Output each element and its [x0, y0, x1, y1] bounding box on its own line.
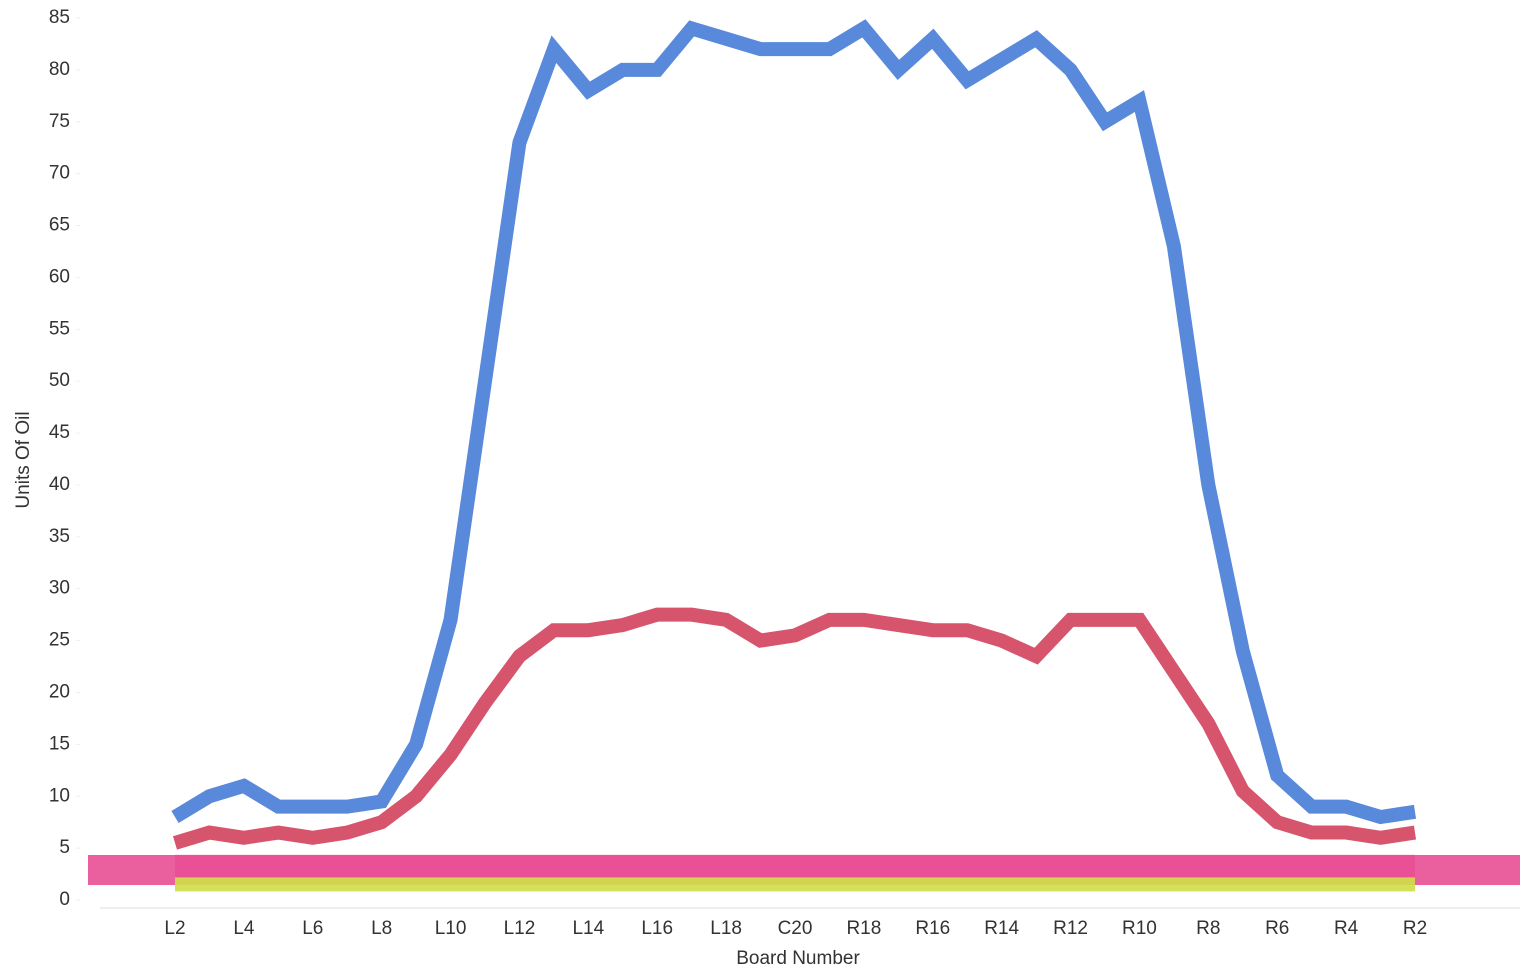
y-tick-label: 80 [49, 59, 70, 80]
series-line [171, 19, 1417, 825]
x-tick-label: R2 [1403, 918, 1427, 939]
y-tick-label: 70 [49, 163, 70, 184]
y-tick-label: 50 [49, 370, 70, 391]
y-tick-label: 65 [49, 215, 70, 236]
y-tick-label: 5 [59, 837, 70, 858]
x-axis-title: Board Number [736, 948, 860, 969]
y-tick-label: 0 [59, 889, 70, 910]
y-tick-label: 35 [49, 526, 70, 547]
x-tick-label: L14 [572, 918, 604, 939]
y-tick-label: 10 [49, 785, 70, 806]
series-line [172, 607, 1417, 850]
x-tick-label: R12 [1053, 918, 1088, 939]
y-tick-label: 20 [49, 681, 70, 702]
y-tick-label: 60 [49, 266, 70, 287]
y-tick-label: 25 [49, 630, 70, 651]
x-tick-label: L18 [710, 918, 742, 939]
y-tick-label: 45 [49, 422, 70, 443]
y-tick-label: 75 [49, 111, 70, 132]
x-tick-label: L16 [641, 918, 673, 939]
x-tick-label: C20 [778, 918, 813, 939]
x-tick-label: R18 [846, 918, 881, 939]
y-tick-label: 85 [49, 7, 70, 28]
y-tick-label: 15 [49, 733, 70, 754]
x-tick-label: L12 [504, 918, 536, 939]
x-tick-label: R8 [1196, 918, 1220, 939]
y-tick-label: 30 [49, 578, 70, 599]
x-tick-label: R6 [1265, 918, 1289, 939]
x-tick-label: L8 [371, 918, 392, 939]
y-tick-label: 55 [49, 318, 70, 339]
x-tick-label: R4 [1334, 918, 1359, 939]
x-tick-label: L2 [164, 918, 185, 939]
x-tick-label: L10 [435, 918, 467, 939]
y-axis-title: Units Of Oil [13, 411, 34, 508]
x-tick-label: R14 [984, 918, 1019, 939]
x-tick-label: L6 [302, 918, 323, 939]
y-tick-label: 40 [49, 474, 70, 495]
x-tick-label: R10 [1122, 918, 1157, 939]
x-tick-label: L4 [233, 918, 255, 939]
x-tick-label: R16 [915, 918, 950, 939]
